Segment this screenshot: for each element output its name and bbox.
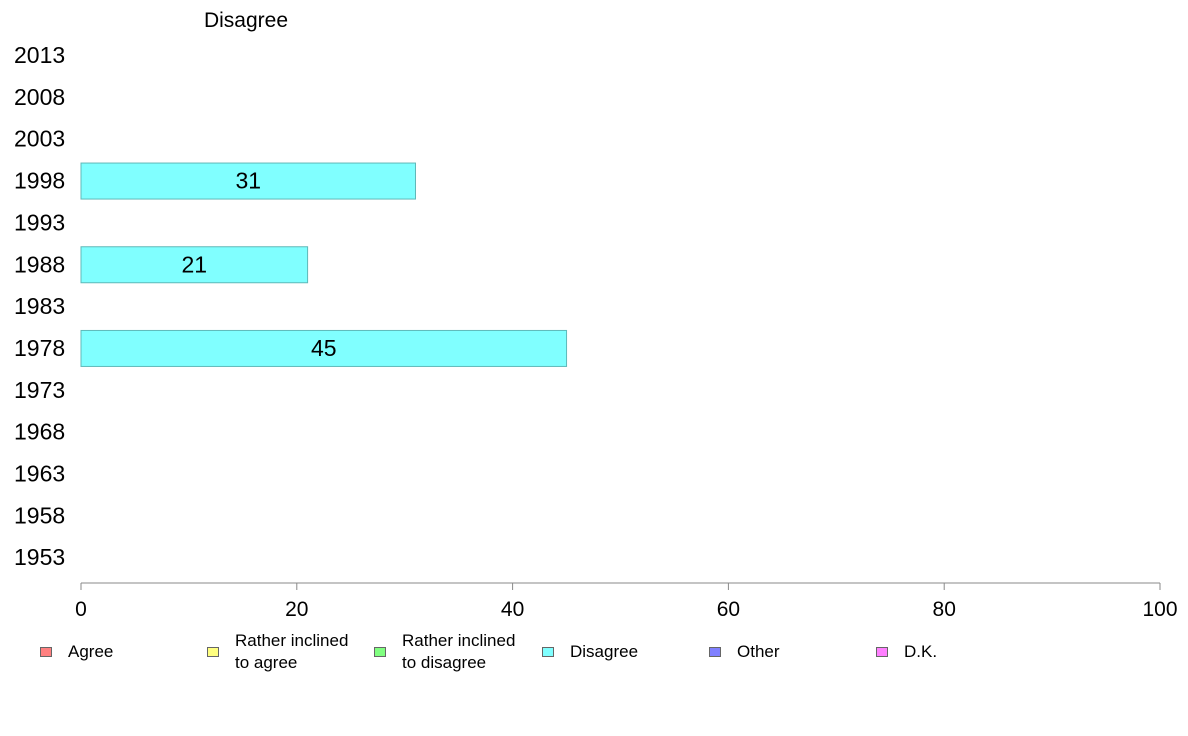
bar-value-label: 31	[235, 168, 261, 194]
legend-item: Agree	[40, 641, 113, 663]
x-tick-label: 20	[285, 598, 308, 620]
legend-swatch	[876, 647, 888, 657]
legend-swatch	[709, 647, 721, 657]
x-axis: 0 20 40 60 80 100	[75, 582, 1178, 620]
x-tick-label: 40	[501, 598, 524, 620]
x-tick-label: 100	[1142, 598, 1177, 620]
category-label: 1993	[14, 209, 65, 235]
legend-item: D.K.	[876, 641, 937, 663]
category-label: 1973	[14, 377, 65, 403]
bar-value-label: 45	[311, 335, 337, 361]
category-label: 1988	[14, 251, 65, 277]
legend: Agree Rather inclined to agree Rather incl…	[0, 630, 1188, 690]
bar	[80, 162, 416, 200]
category-label: 1953	[14, 544, 65, 570]
category-label: 2008	[14, 84, 65, 110]
x-tick-label: 0	[75, 598, 87, 620]
category-label: 1998	[14, 168, 65, 194]
legend-item: Rather inclined to agree	[207, 630, 348, 674]
x-tick-label: 60	[717, 598, 740, 620]
category-label: 1978	[14, 335, 65, 361]
category-labels: 2013 2008 2003 1998 1993 1988 1983 1978 1973 1968…	[14, 42, 65, 570]
bar-chart: Disagree 2013 2008 2003 1998 1993 1988 1983 197…	[14, 9, 1178, 620]
legend-swatch	[542, 647, 554, 657]
category-label: 2013	[14, 42, 65, 68]
legend-label: Disagree	[570, 642, 639, 661]
legend-label: Rather inclined to disagree	[402, 631, 516, 672]
legend-label: Rather inclined to agree	[235, 631, 349, 672]
category-label: 1958	[14, 502, 65, 528]
legend-item: Other	[709, 641, 780, 663]
legend-swatch	[374, 647, 386, 657]
bars: 31 21 45	[80, 162, 568, 367]
category-label: 1968	[14, 419, 65, 445]
bar-value-label: 21	[181, 251, 207, 277]
legend-swatch	[40, 647, 52, 657]
legend-label: D.K.	[904, 642, 938, 661]
legend-item: Disagree	[542, 641, 638, 663]
category-label: 1983	[14, 293, 65, 319]
legend-swatch	[207, 647, 219, 657]
legend-item: Rather inclined to disagree	[374, 630, 515, 674]
bar	[80, 329, 568, 367]
bar	[80, 246, 309, 284]
category-label: 2003	[14, 126, 65, 152]
legend-label: Agree	[68, 642, 114, 661]
x-tick-label: 80	[933, 598, 956, 620]
chart-title: Disagree	[204, 9, 288, 32]
category-label: 1963	[14, 461, 65, 487]
legend-label: Other	[737, 642, 780, 661]
